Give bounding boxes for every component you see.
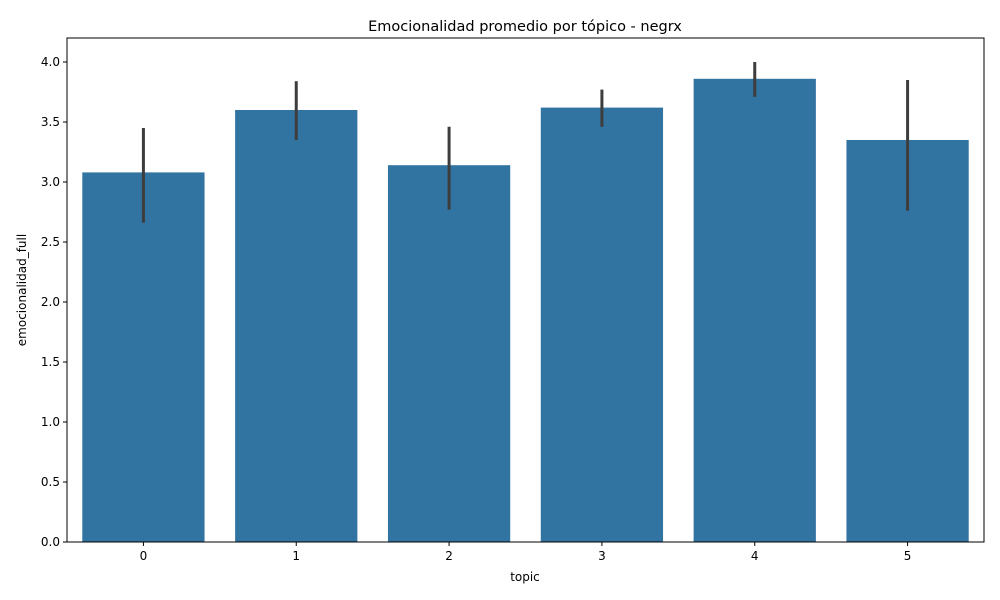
x-tick-label: 1: [292, 549, 300, 563]
y-tick-label: 3.5: [41, 115, 60, 129]
y-tick-label: 3.0: [41, 175, 60, 189]
y-tick-label: 4.0: [41, 55, 60, 69]
x-tick-label: 0: [140, 549, 148, 563]
bar-4: [693, 78, 816, 543]
bar-2: [387, 165, 511, 542]
plot-area: 0 1 2 3 4 5 0.0 0.5 1.0 1.5 2.0 2.5 3.0 3.5 4.0: [41, 37, 985, 563]
x-axis-title: topic: [510, 570, 540, 584]
y-tick-label: 2.0: [41, 295, 60, 309]
y-tick-label: 0.0: [41, 535, 60, 549]
y-tick-label: 2.5: [41, 235, 60, 249]
bar-3: [540, 107, 664, 542]
y-axis-title: emocionalidad_full: [15, 234, 29, 346]
chart-title: Emocionalidad promedio por tópico - negr…: [368, 19, 682, 35]
bar-0: [82, 172, 205, 542]
x-tick-label: 3: [598, 549, 606, 563]
y-tick-label: 1.5: [41, 355, 60, 369]
x-tick-label: 4: [751, 549, 759, 563]
x-tick-label: 2: [445, 549, 453, 563]
x-tick-label: 5: [904, 549, 912, 563]
plot-frame: [66, 37, 985, 543]
bar-1: [235, 110, 358, 542]
y-tick-label: 1.0: [41, 415, 60, 429]
y-tick-label: 0.5: [41, 475, 60, 489]
